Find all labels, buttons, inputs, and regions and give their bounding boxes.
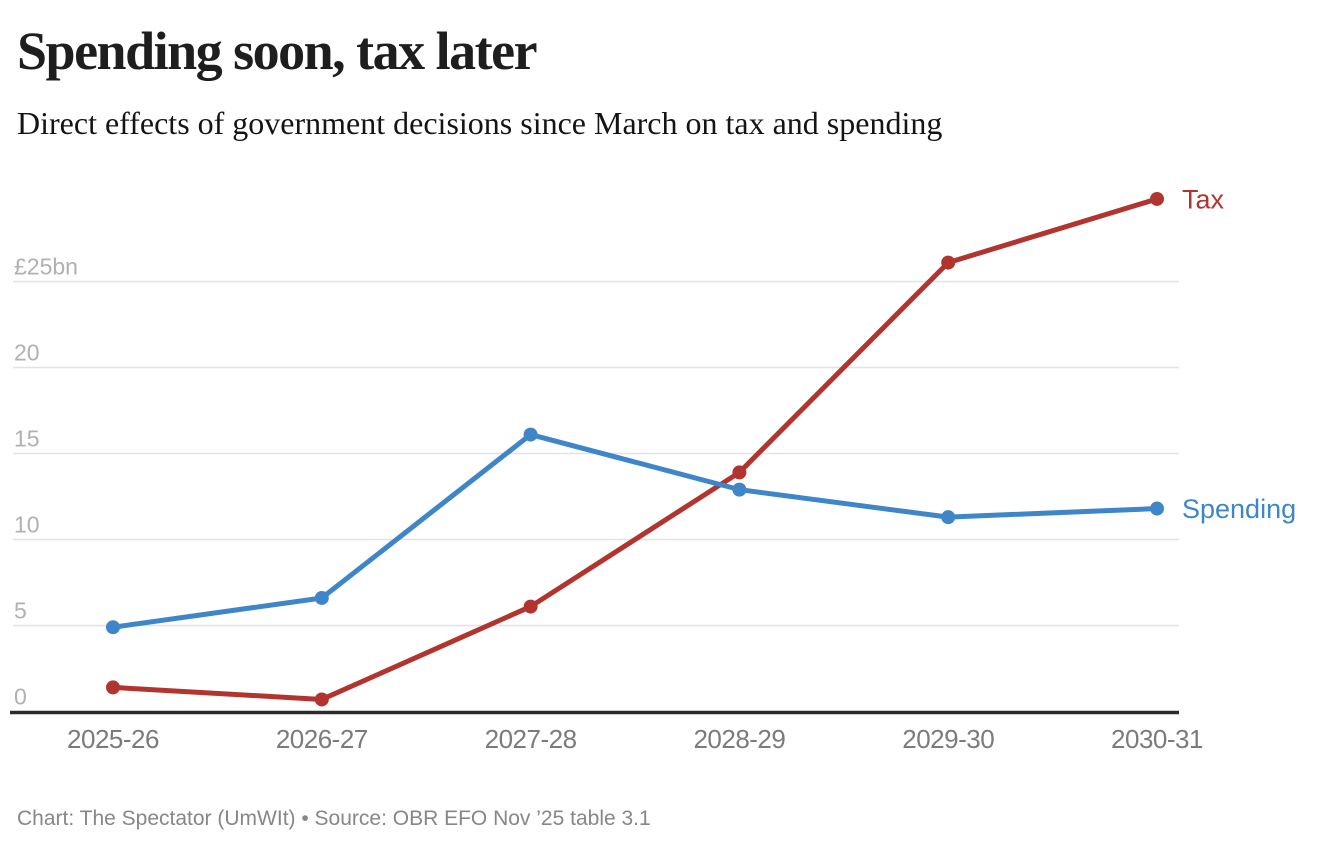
data-point-spending-2028-29	[732, 482, 747, 497]
y-tick-label-5: 5	[14, 598, 27, 624]
y-tick-label-15: 15	[14, 426, 40, 452]
series-layer: Tax Spending	[106, 184, 1296, 707]
y-tick-label-25: £25bn	[14, 254, 78, 280]
data-point-tax-2026-27	[314, 692, 329, 707]
y-tick-label-0: 0	[14, 684, 27, 710]
data-point-spending-2030-31	[1150, 501, 1164, 516]
data-point-tax-2025-26	[106, 680, 120, 695]
chart-credit: Chart: The Spectator (UmWIt) • Source: O…	[17, 807, 651, 830]
x-tick-label-2029-30: 2029-30	[902, 724, 994, 754]
series-line-tax	[110, 196, 1160, 702]
x-tick-label-2025-26: 2025-26	[67, 724, 159, 754]
data-point-spending-2025-26	[106, 620, 120, 635]
data-point-spending-2026-27	[314, 590, 329, 605]
y-tick-label-20: 20	[14, 340, 40, 366]
series-label-tax: Tax	[1182, 184, 1225, 214]
x-tick-label-2028-29: 2028-29	[693, 724, 785, 754]
data-point-tax-2030-31	[1150, 191, 1164, 206]
data-point-tax-2027-28	[523, 599, 538, 614]
data-point-tax-2028-29	[732, 465, 747, 480]
tick-labels-layer: 0 5 10 15 20 £25bn 2025-26 2026-27 2027-28 2028-2…	[14, 254, 1203, 755]
chart-subtitle: Direct effects of government decisions s…	[17, 105, 943, 141]
data-point-tax-2029-30	[941, 255, 956, 270]
data-point-spending-2027-28	[523, 427, 538, 442]
x-tick-label-2026-27: 2026-27	[276, 724, 368, 754]
y-tick-label-10: 10	[14, 512, 40, 538]
x-tick-label-2027-28: 2027-28	[485, 724, 577, 754]
series-label-spending: Spending	[1182, 494, 1296, 524]
chart-title: Spending soon, tax later	[17, 21, 538, 81]
series-line-spending	[110, 432, 1160, 630]
data-point-spending-2029-30	[941, 510, 956, 525]
x-tick-label-2030-31: 2030-31	[1111, 724, 1203, 754]
